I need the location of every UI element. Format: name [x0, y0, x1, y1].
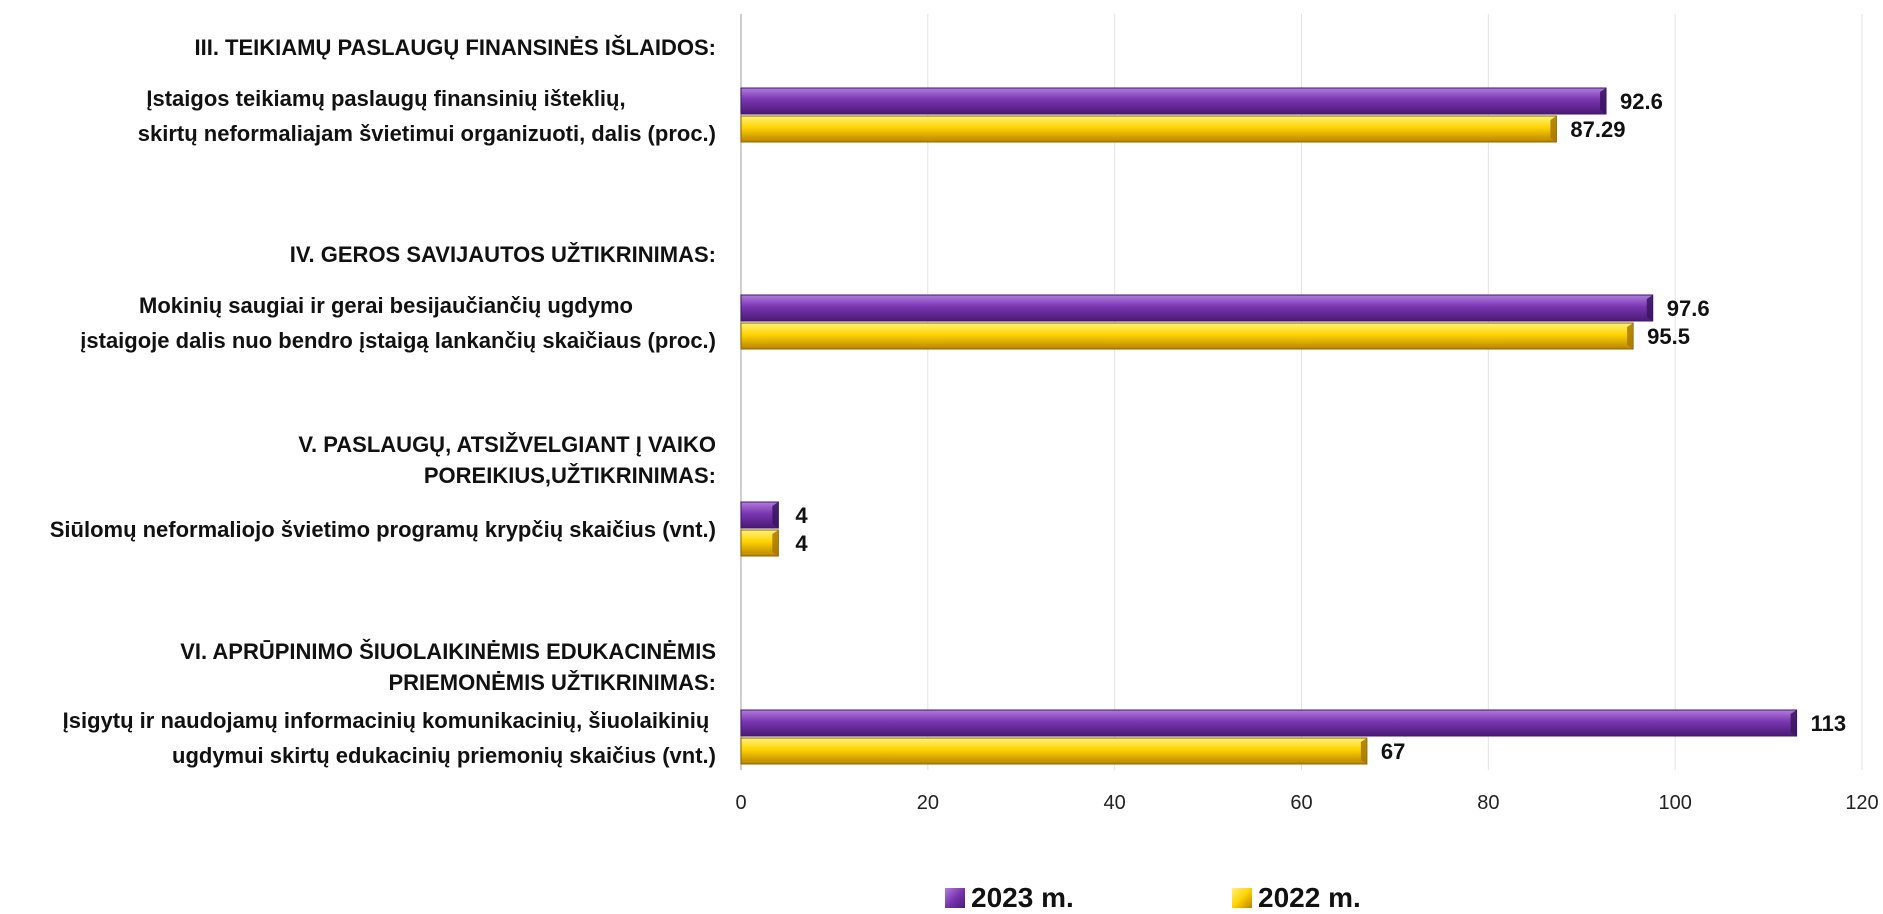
category-label: ugdymui skirtų edukacinių priemonių skai… [172, 743, 716, 768]
bar-end-bevel [1550, 116, 1557, 142]
data-label: 4 [795, 531, 808, 556]
bar-2023 [740, 87, 1607, 115]
bar-chart: 0 20 40 60 80 100 120 III. TEIKIAMŲ PASLAUGŲ FI… [50, 14, 1879, 814]
x-tick-label: 100 [1658, 792, 1691, 814]
section-header: PRIEMONĖMIS UŽTIKRINIMAS: [388, 670, 716, 695]
category-label: įstaigoje dalis nuo bendro įstaigą lanka… [80, 328, 716, 353]
category-label: skirtų neformaliajam švietimui organizuo… [138, 121, 716, 146]
category-label: Siūlomų neformaliojo švietimo programų k… [50, 517, 716, 542]
legend-swatch [1232, 888, 1252, 908]
bar-2022 [740, 322, 1634, 350]
data-label: 92.6 [1620, 89, 1663, 114]
legend-label: 2023 m. [971, 882, 1074, 913]
bar-2022 [740, 737, 1368, 765]
bar-end-bevel [1360, 738, 1367, 764]
section-header: III. TEIKIAMŲ PASLAUGŲ FINANSINĖS IŠLAID… [194, 35, 716, 60]
data-label: 95.5 [1647, 324, 1690, 349]
x-tick-label: 80 [1477, 792, 1499, 814]
section-header: IV. GEROS SAVIJAUTOS UŽTIKRINIMAS: [290, 242, 716, 267]
data-label: 113 [1811, 711, 1847, 736]
bar-end-bevel [1790, 710, 1797, 736]
data-label: 67 [1381, 739, 1405, 764]
section-header: VI. APRŪPINIMO ŠIUOLAIKINĖMIS EDUKACINĖM… [180, 639, 716, 664]
x-tick-label: 40 [1104, 792, 1126, 814]
legend-item: 2022 m. [1232, 882, 1361, 914]
category-label: Įsigytų ir naudojamų informacinių komuni… [63, 708, 710, 733]
bar-end-bevel [772, 502, 779, 528]
x-tick-label: 60 [1290, 792, 1312, 814]
bar-end-bevel [1646, 295, 1653, 321]
bar-end-bevel [772, 530, 779, 556]
legend-swatch [945, 888, 965, 908]
legend-label: 2022 m. [1258, 882, 1361, 913]
category-label: Įstaigos teikiamų paslaugų finansinių iš… [146, 86, 625, 111]
section-header: V. PASLAUGŲ, ATSIŽVELGIANT Į VAIKO [298, 432, 716, 457]
bar-2023 [740, 501, 779, 529]
bar-2023 [740, 294, 1654, 322]
section-header: POREIKIUS,UŽTIKRINIMAS: [424, 463, 716, 488]
x-tick-label: 0 [735, 792, 746, 814]
x-tick-label: 20 [917, 792, 939, 814]
bar-2023 [740, 709, 1798, 737]
legend-item: 2023 m. [945, 882, 1074, 914]
bar-end-bevel [1600, 88, 1607, 114]
data-label: 97.6 [1667, 296, 1710, 321]
legend: 2023 m. 2022 m. [0, 882, 1883, 914]
x-tick-label: 120 [1845, 792, 1878, 814]
bar-2022 [740, 115, 1557, 143]
bar-end-bevel [1627, 323, 1634, 349]
data-label: 4 [795, 503, 808, 528]
bar-2022 [740, 529, 779, 557]
category-label: Mokinių saugiai ir gerai besijaučiančių … [139, 293, 633, 318]
data-label: 87.29 [1570, 117, 1625, 142]
